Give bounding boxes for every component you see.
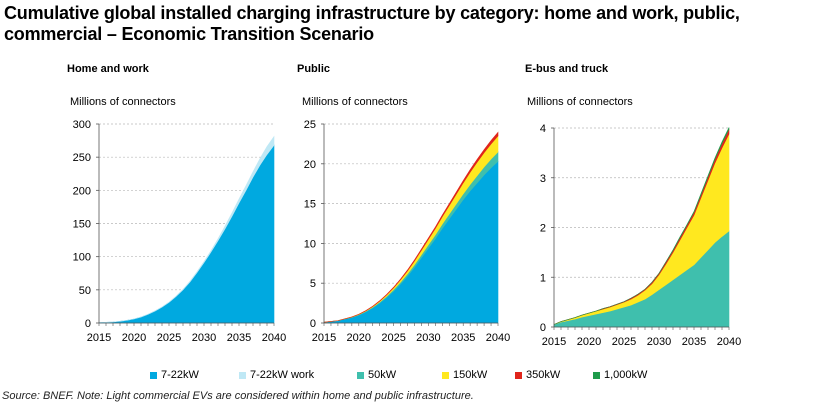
x-tick-label: 2015 xyxy=(312,332,336,344)
x-tick-label: 2015 xyxy=(542,336,566,348)
y-tick-label: 3 xyxy=(540,173,546,185)
legend-swatch xyxy=(515,371,522,379)
x-tick-label: 2040 xyxy=(262,332,286,344)
legend-label: 1,000kW xyxy=(604,369,648,381)
legend-item: 7-22kW work xyxy=(239,368,357,382)
x-tick-label: 2020 xyxy=(347,332,371,344)
series-area-7-22kw-work xyxy=(98,135,275,323)
legend-item: 1,000kW xyxy=(593,368,683,382)
x-tick-label: 2020 xyxy=(122,332,146,344)
legend-swatch xyxy=(150,371,157,379)
legend-label: 7-22kW work xyxy=(250,369,315,381)
y-tick-label: 5 xyxy=(310,278,316,290)
series-area-1-000kw xyxy=(553,127,730,325)
y-axis-label: Millions of connectors xyxy=(302,96,408,108)
chart-panel-3: E-bus and truck Millions of connectors 0 1 2… xyxy=(525,63,741,348)
x-tick-label: 2035 xyxy=(227,332,251,344)
chart-panel-1: Home and work Millions of connectors 0 50 10… xyxy=(67,63,286,344)
x-tick-label: 2040 xyxy=(486,332,510,344)
y-tick-label: 100 xyxy=(73,252,91,264)
legend-label: 50kW xyxy=(368,369,397,381)
legend-item: 150kW xyxy=(442,368,515,382)
chart-title: Public xyxy=(297,63,330,75)
x-tick-label: 2030 xyxy=(647,336,671,348)
y-tick-label: 15 xyxy=(304,199,316,211)
y-tick-label: 50 xyxy=(79,285,91,297)
series-area-350kw xyxy=(323,131,499,323)
y-tick-label: 300 xyxy=(73,119,91,131)
legend-swatch xyxy=(239,371,246,379)
x-tick-label: 2030 xyxy=(416,332,440,344)
chart-title: Home and work xyxy=(67,63,150,75)
x-tick-label: 2040 xyxy=(717,336,741,348)
y-tick-label: 0 xyxy=(310,318,316,330)
y-tick-label: 200 xyxy=(73,185,91,197)
legend-item: 50kW xyxy=(357,368,442,382)
y-tick-label: 250 xyxy=(73,152,91,164)
legend-label: 7-22kW xyxy=(161,369,199,381)
y-tick-label: 1 xyxy=(540,272,546,284)
legend-item: 350kW xyxy=(515,368,593,382)
y-tick-label: 20 xyxy=(304,159,316,171)
y-tick-label: 0 xyxy=(540,322,546,334)
y-axis-label: Millions of connectors xyxy=(527,96,633,108)
y-tick-label: 150 xyxy=(73,219,91,231)
legend-swatch xyxy=(357,371,364,379)
y-tick-label: 25 xyxy=(304,119,316,131)
legend-swatch xyxy=(442,371,449,379)
y-tick-label: 2 xyxy=(540,223,546,235)
series-area-7-22kw xyxy=(98,144,275,324)
chart-title: E-bus and truck xyxy=(525,63,609,75)
y-axis-label: Millions of connectors xyxy=(70,96,176,108)
x-tick-label: 2025 xyxy=(612,336,636,348)
x-tick-label: 2025 xyxy=(157,332,181,344)
source-note: Source: BNEF. Note: Light commercial EVs… xyxy=(2,390,474,402)
x-tick-label: 2025 xyxy=(381,332,405,344)
legend-item: 7-22kW xyxy=(150,368,239,382)
y-tick-label: 0 xyxy=(85,318,91,330)
x-tick-label: 2020 xyxy=(577,336,601,348)
x-tick-label: 2015 xyxy=(87,332,111,344)
legend: 7-22kW 7-22kW work 50kW 150kW 350kW 1,000kW xyxy=(150,368,683,382)
x-tick-label: 2035 xyxy=(451,332,475,344)
page-title: Cumulative global installed charging inf… xyxy=(4,3,740,44)
y-tick-label: 10 xyxy=(304,238,316,250)
legend-label: 150kW xyxy=(453,369,488,381)
legend-swatch xyxy=(593,371,600,379)
x-tick-label: 2035 xyxy=(682,336,706,348)
legend-label: 350kW xyxy=(526,369,561,381)
x-tick-label: 2030 xyxy=(192,332,216,344)
y-tick-label: 4 xyxy=(540,123,546,135)
